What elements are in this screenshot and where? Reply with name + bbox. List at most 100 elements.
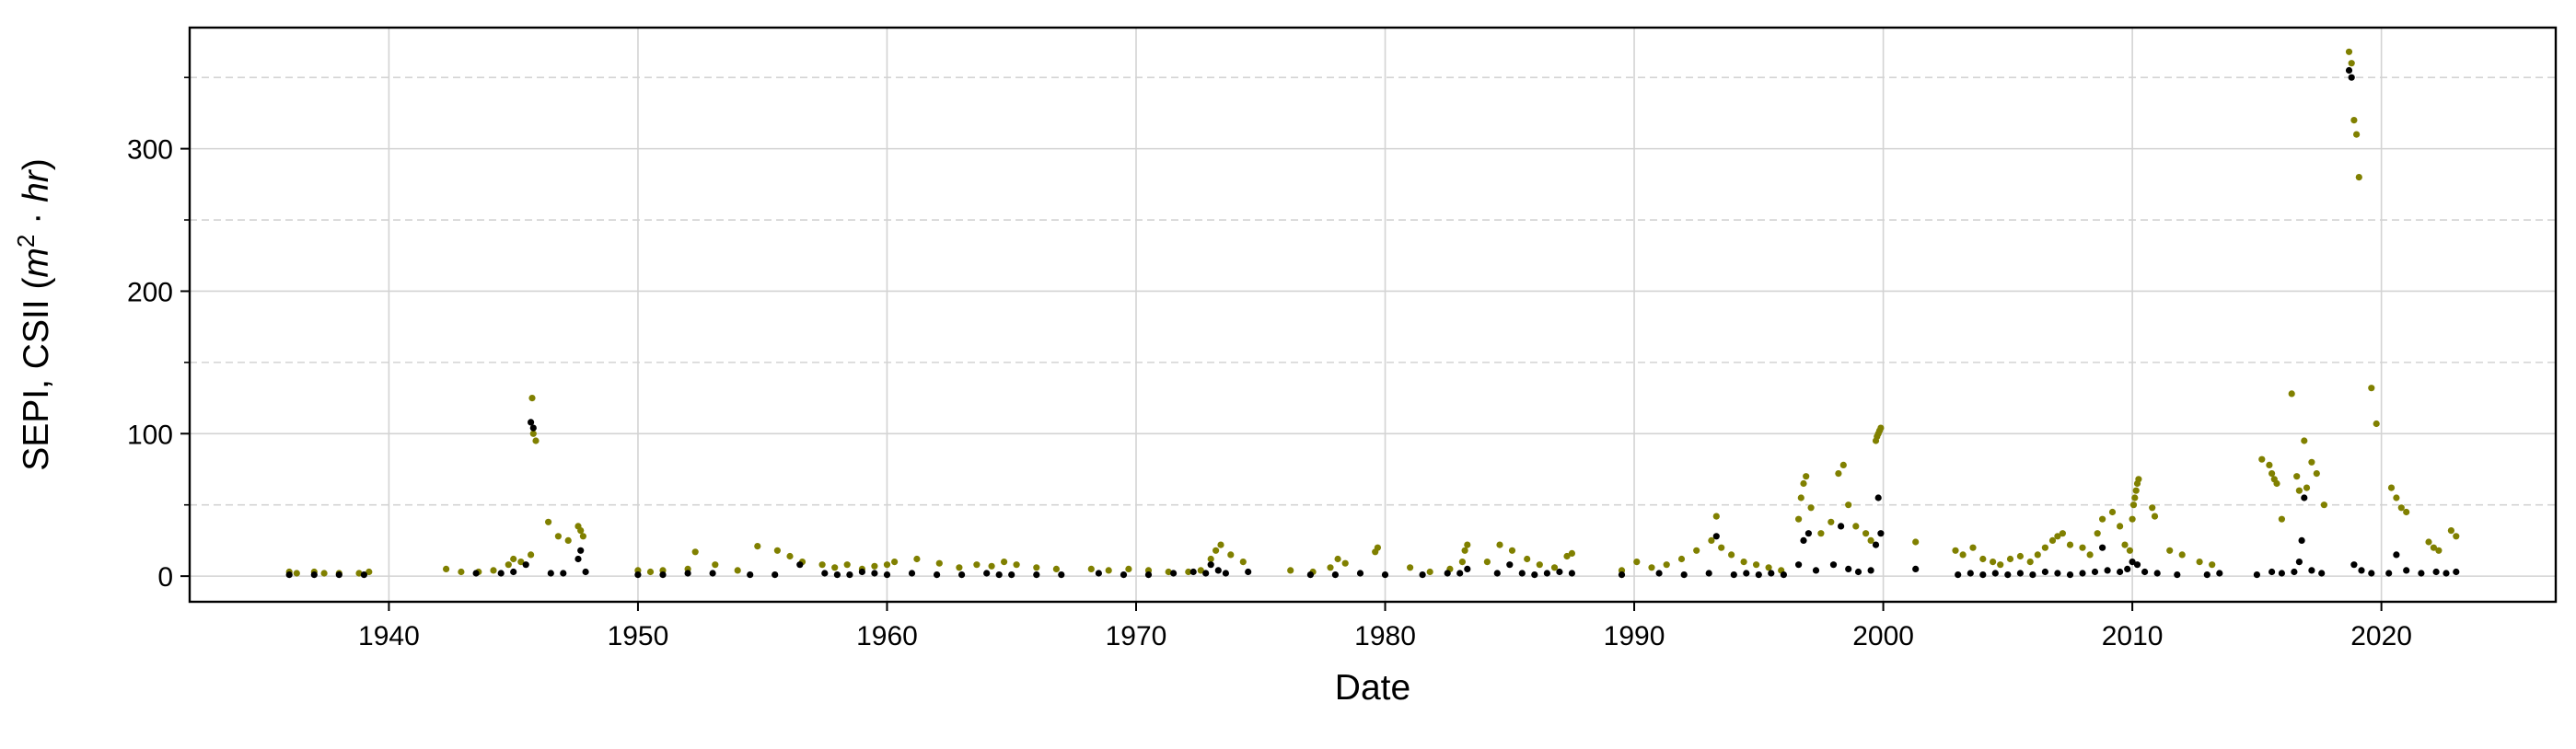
data-point [754,543,761,550]
data-point [1189,568,1197,576]
data-point [1461,547,1468,554]
data-point [659,571,667,579]
data-point [2131,494,2139,501]
x-axis-label: Date [1335,668,1410,708]
data-point [1227,551,1235,559]
data-point [2091,568,2099,576]
data-point [1543,570,1550,577]
data-point [2034,551,2041,559]
data-point [1306,571,1314,579]
data-point [2355,174,2362,181]
data-point [973,561,981,569]
data-point [2117,568,2124,576]
data-point [1618,571,1626,579]
data-point [2121,541,2129,548]
data-point [335,571,342,579]
data-point [1087,565,1095,573]
data-point [490,567,497,574]
data-point [2348,74,2355,81]
data-point [2099,515,2106,523]
data-point [2253,571,2260,579]
data-point [577,547,585,554]
data-point [545,518,552,525]
data-point [2288,390,2295,398]
data-point [355,570,363,577]
data-point [1877,424,1885,432]
data-point [285,571,293,579]
data-point [1959,551,1967,559]
data-point [1239,559,1247,566]
data-point [1854,568,1862,576]
y-axis-label-main: SEPI, CSII ( [17,278,56,471]
data-point [2291,568,2298,576]
data-point [818,561,826,569]
data-point [1838,523,1845,530]
data-point [1197,567,1204,574]
data-point [2295,559,2303,566]
y-tick-label: 200 [127,277,173,307]
data-point [505,561,512,569]
data-point [1214,567,1222,574]
data-point [2303,484,2311,491]
data-point [1185,568,1192,576]
data-point [1506,561,1514,569]
data-point [773,547,782,554]
data-point [2447,527,2454,535]
data-point [2301,494,2308,501]
data-point [2153,570,2161,577]
data-point [891,559,899,566]
data-point [1845,565,1852,573]
data-point [510,555,517,563]
data-point [1872,541,1880,548]
data-point [908,570,916,577]
data-point [547,570,554,577]
plot-frame [188,26,2558,604]
data-point [1663,561,1670,569]
data-point [2026,559,2034,566]
data-point [1456,570,1464,577]
y-tick-label: 100 [127,420,173,450]
data-point [1835,469,1842,478]
data-point [1207,561,1214,569]
data-point [1407,564,1414,571]
data-point [1483,559,1491,566]
data-point [1740,559,1747,566]
data-point [2174,571,2181,579]
x-tick-label: 1950 [608,621,669,651]
data-point [913,555,921,563]
data-point [2117,523,2124,530]
data-point [2004,571,2012,579]
data-point [2385,570,2393,577]
data-point [1381,571,1389,579]
data-point [2308,458,2315,466]
data-point [1768,570,1775,577]
x-tick-label: 1960 [856,621,918,651]
data-point [2129,559,2136,566]
data-point [2453,568,2460,576]
data-point [1655,570,1663,577]
data-point [2149,504,2156,512]
data-point [883,571,891,579]
data-point [2178,551,2186,559]
data-point [1563,552,1571,560]
data-point [1496,541,1503,548]
data-point [1718,544,1725,551]
data-point [846,571,853,579]
data-point [983,570,991,577]
data-point [2048,536,2057,545]
data-point [1287,567,1294,574]
data-point [2403,508,2410,516]
data-point [772,571,779,579]
data-point [1508,547,1516,554]
data-point [1765,564,1772,571]
data-point [2129,515,2136,523]
data-point [1202,570,1210,577]
data-point [786,552,794,560]
data-point [2079,544,2086,551]
data-point [2358,567,2365,574]
data-point [2418,570,2425,577]
data-point [2348,60,2355,67]
data-point [958,571,966,579]
data-point [1556,568,1563,576]
data-point [1633,559,1641,566]
